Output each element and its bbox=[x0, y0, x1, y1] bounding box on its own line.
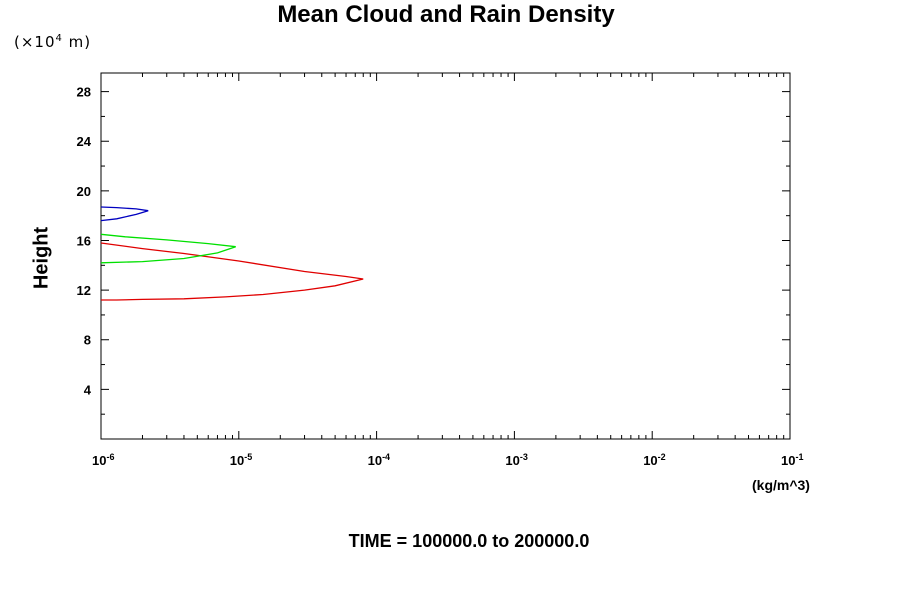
series-line-3 bbox=[100, 206, 149, 222]
y-tick-label: 8 bbox=[84, 333, 91, 348]
x-tick-label: 10-2 bbox=[643, 452, 665, 468]
y-tick-label: 12 bbox=[77, 283, 91, 298]
plot-frame bbox=[100, 72, 791, 440]
y-tick-label: 16 bbox=[77, 233, 91, 248]
x-axis-unit-label: (kg/m^3) bbox=[752, 477, 810, 493]
chart-title: Mean Cloud and Rain Density bbox=[277, 1, 615, 28]
x-tick-label: 10-4 bbox=[368, 452, 390, 468]
x-tick-label: 10-6 bbox=[92, 452, 114, 468]
x-tick-label: 10-5 bbox=[230, 452, 252, 468]
y-tick-label: 20 bbox=[77, 184, 91, 199]
y-tick-label: 28 bbox=[77, 85, 91, 100]
y-axis-scale-label: (×104 m) bbox=[14, 33, 92, 51]
series-line-2 bbox=[100, 233, 236, 264]
x-tick-label: 10-1 bbox=[781, 452, 803, 468]
time-range-label: TIME = 100000.0 to 200000.0 bbox=[348, 531, 590, 551]
series-line-1 bbox=[100, 242, 364, 301]
y-tick-label: 4 bbox=[84, 382, 92, 397]
x-tick-label: 10-3 bbox=[505, 452, 527, 468]
y-tick-label: 24 bbox=[77, 134, 92, 149]
